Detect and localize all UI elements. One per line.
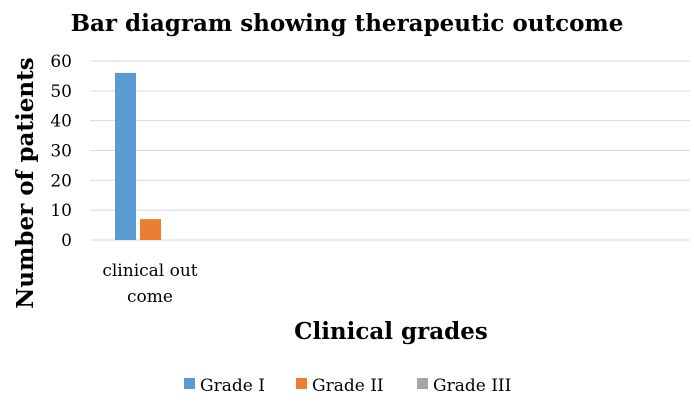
x-category-label: come [127, 287, 173, 307]
chart-title: Bar diagram showing therapeutic outcome [71, 10, 624, 37]
legend-label: Grade III [433, 376, 511, 396]
y-tick-label: 60 [50, 52, 72, 72]
bar-grade-ii [140, 219, 161, 240]
y-axis-ticks: 0 10 20 30 40 50 60 [50, 52, 72, 251]
legend-swatch [184, 378, 195, 389]
y-tick-label: 30 [50, 142, 72, 162]
legend: Grade I Grade II Grade III [184, 376, 511, 396]
y-tick-label: 10 [50, 201, 72, 221]
gridlines [90, 60, 690, 241]
x-axis-title: Clinical grades [294, 318, 488, 345]
bars [115, 72, 161, 240]
legend-swatch [417, 378, 428, 389]
bar-grade-i [115, 72, 136, 240]
y-tick-label: 0 [61, 231, 72, 251]
x-category-label: clinical out [102, 261, 197, 281]
legend-label: Grade II [312, 376, 384, 396]
y-tick-label: 50 [50, 82, 72, 102]
legend-label: Grade I [200, 376, 265, 396]
y-axis-title: Number of patients [12, 57, 39, 308]
y-tick-label: 20 [50, 171, 72, 191]
y-tick-label: 40 [50, 112, 72, 132]
x-axis-categories: clinical out come [102, 261, 197, 307]
legend-swatch [296, 378, 307, 389]
